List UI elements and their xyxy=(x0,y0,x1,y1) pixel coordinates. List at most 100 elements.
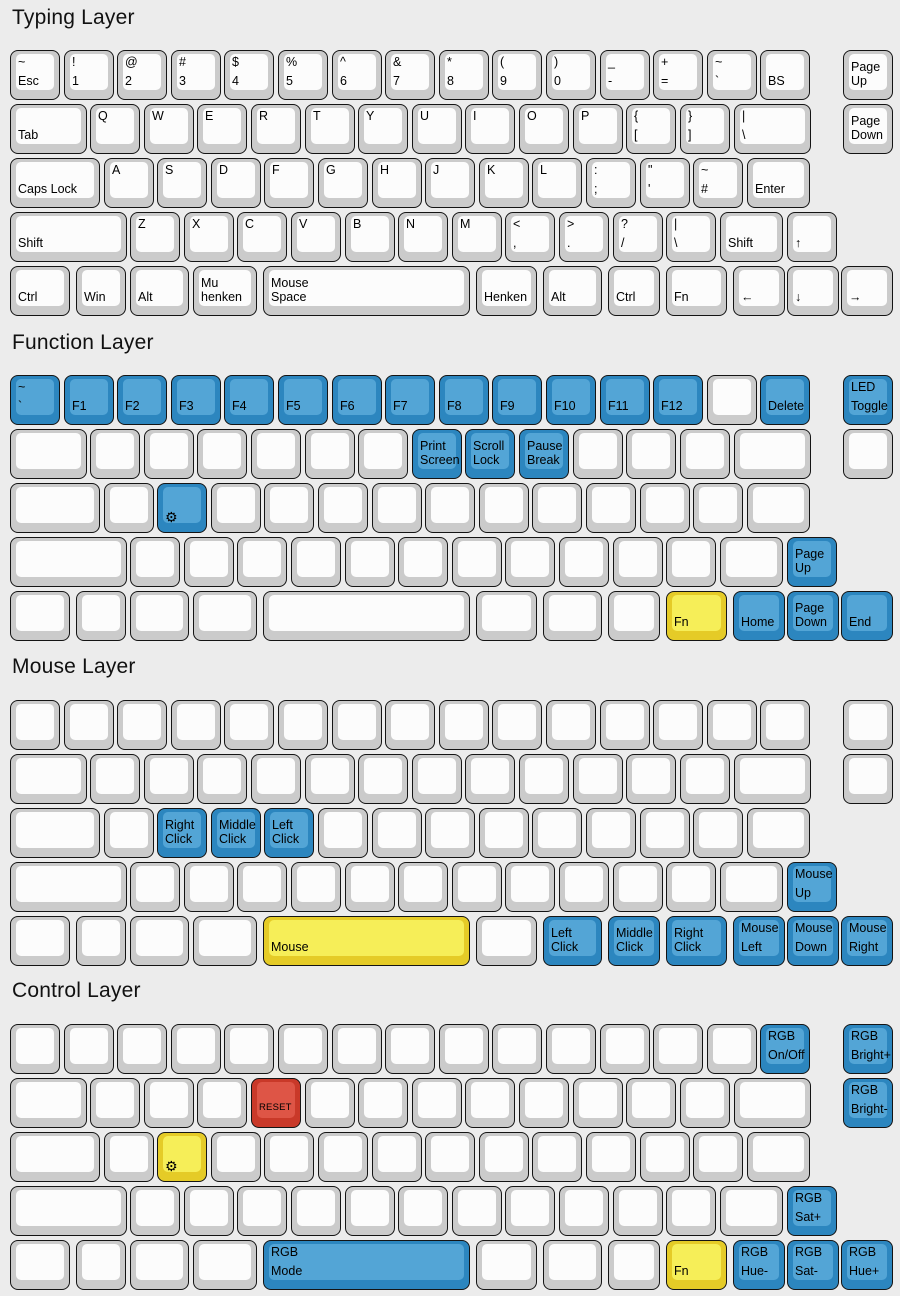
key-rgb-sat+[interactable]: RGB Sat+ xyxy=(787,1186,837,1236)
key-blank[interactable] xyxy=(543,1240,602,1290)
key-blank[interactable] xyxy=(184,862,234,912)
key-blank[interactable] xyxy=(130,862,180,912)
key-blank[interactable] xyxy=(734,429,811,479)
key-reset[interactable]: RESET xyxy=(251,1078,301,1128)
key-gear[interactable]: ⚙ xyxy=(157,483,207,533)
key-right-arrow[interactable]: → xyxy=(841,266,893,316)
key-y[interactable]: Y xyxy=(358,104,408,154)
key-left-click[interactable]: Left Click xyxy=(543,916,602,966)
key-8[interactable]: * 8 xyxy=(439,50,489,100)
key-blank[interactable] xyxy=(251,429,301,479)
key-blank[interactable] xyxy=(465,1078,515,1128)
key-blank[interactable] xyxy=(586,1132,636,1182)
key-shift[interactable]: Shift xyxy=(10,212,127,262)
key-blank[interactable] xyxy=(372,808,422,858)
key-print-screen[interactable]: Print Screen xyxy=(412,429,462,479)
key-mouse-space[interactable]: Mouse Space xyxy=(263,266,470,316)
key-blank[interactable] xyxy=(385,700,435,750)
key-blank[interactable] xyxy=(10,1186,127,1236)
key-blank[interactable] xyxy=(345,862,395,912)
key-blank[interactable] xyxy=(345,1186,395,1236)
key-symbol[interactable]: >. xyxy=(559,212,609,262)
key-right-click[interactable]: Right Click xyxy=(157,808,207,858)
key-1[interactable]: ! 1 xyxy=(64,50,114,100)
key-blank[interactable] xyxy=(318,1132,368,1182)
key-f3[interactable]: F3 xyxy=(171,375,221,425)
key-mouse-up[interactable]: Mouse Up xyxy=(787,862,837,912)
key-blank[interactable] xyxy=(76,916,126,966)
key-blank[interactable] xyxy=(171,1024,221,1074)
key-blank[interactable] xyxy=(263,591,470,641)
key-blank[interactable] xyxy=(358,429,408,479)
key-blank[interactable] xyxy=(332,1024,382,1074)
key-blank[interactable] xyxy=(532,1132,582,1182)
key-j[interactable]: J xyxy=(425,158,475,208)
key-f10[interactable]: F10 xyxy=(546,375,596,425)
key-m[interactable]: M xyxy=(452,212,502,262)
key-page-down[interactable]: Page Down xyxy=(787,591,839,641)
key-u[interactable]: U xyxy=(412,104,462,154)
key-blank[interactable] xyxy=(707,375,757,425)
key-blank[interactable] xyxy=(425,1132,475,1182)
key-blank[interactable] xyxy=(64,700,114,750)
key-blank[interactable] xyxy=(144,429,194,479)
key-blank[interactable] xyxy=(10,1024,60,1074)
key-blank[interactable] xyxy=(573,754,623,804)
key-blank[interactable] xyxy=(318,808,368,858)
key-symbol[interactable]: | \ xyxy=(666,212,716,262)
key-i[interactable]: I xyxy=(465,104,515,154)
key-blank[interactable] xyxy=(291,1186,341,1236)
key-blank[interactable] xyxy=(224,1024,274,1074)
key-blank[interactable] xyxy=(305,429,355,479)
key-blank[interactable] xyxy=(237,537,287,587)
key-win[interactable]: Win xyxy=(76,266,126,316)
key-rgb-sat[interactable]: RGB Sat- xyxy=(787,1240,839,1290)
key-right-click[interactable]: Right Click xyxy=(666,916,727,966)
key-symbol[interactable]: :; xyxy=(586,158,636,208)
key-f6[interactable]: F6 xyxy=(332,375,382,425)
key-symbol[interactable]: }] xyxy=(680,104,730,154)
key-rgb-mode[interactable]: RGB Mode xyxy=(263,1240,470,1290)
key-blank[interactable] xyxy=(332,700,382,750)
key-blank[interactable] xyxy=(693,808,743,858)
key-blank[interactable] xyxy=(559,1186,609,1236)
key-blank[interactable] xyxy=(193,591,257,641)
key-symbol[interactable]: ~ ` xyxy=(10,375,60,425)
key-blank[interactable] xyxy=(130,916,189,966)
key-blank[interactable] xyxy=(305,754,355,804)
key-blank[interactable] xyxy=(224,700,274,750)
key-blank[interactable] xyxy=(680,1078,730,1128)
key-blank[interactable] xyxy=(130,591,189,641)
key-blank[interactable] xyxy=(372,483,422,533)
key-blank[interactable] xyxy=(734,754,811,804)
key-symbol[interactable]: <, xyxy=(505,212,555,262)
key-blank[interactable] xyxy=(720,537,783,587)
key-blank[interactable] xyxy=(543,591,602,641)
key-blank[interactable] xyxy=(626,754,676,804)
key-symbol[interactable]: | \ xyxy=(734,104,811,154)
key-+[interactable]: + = xyxy=(653,50,703,100)
key-tab[interactable]: Tab xyxy=(10,104,87,154)
key-end[interactable]: End xyxy=(841,591,893,641)
key-blank[interactable] xyxy=(519,754,569,804)
key-caps-lock[interactable]: Caps Lock xyxy=(10,158,100,208)
key-blank[interactable] xyxy=(10,591,70,641)
key-mu-henken[interactable]: Mu henken xyxy=(193,266,257,316)
key-b[interactable]: B xyxy=(345,212,395,262)
key-blank[interactable] xyxy=(184,1186,234,1236)
key-blank[interactable] xyxy=(144,1078,194,1128)
key-blank[interactable] xyxy=(130,1186,180,1236)
key-f12[interactable]: F12 xyxy=(653,375,703,425)
key-blank[interactable] xyxy=(237,862,287,912)
key-blank[interactable] xyxy=(452,862,502,912)
key-blank[interactable] xyxy=(479,483,529,533)
key-blank[interactable] xyxy=(843,429,893,479)
key-blank[interactable] xyxy=(680,754,730,804)
key-blank[interactable] xyxy=(264,1132,314,1182)
key-r[interactable]: R xyxy=(251,104,301,154)
key-pause-break[interactable]: Pause Break xyxy=(519,429,569,479)
key-blank[interactable] xyxy=(519,1078,569,1128)
key-blank[interactable] xyxy=(666,537,716,587)
key-rgb-hue+[interactable]: RGB Hue+ xyxy=(841,1240,893,1290)
key-blank[interactable] xyxy=(10,916,70,966)
